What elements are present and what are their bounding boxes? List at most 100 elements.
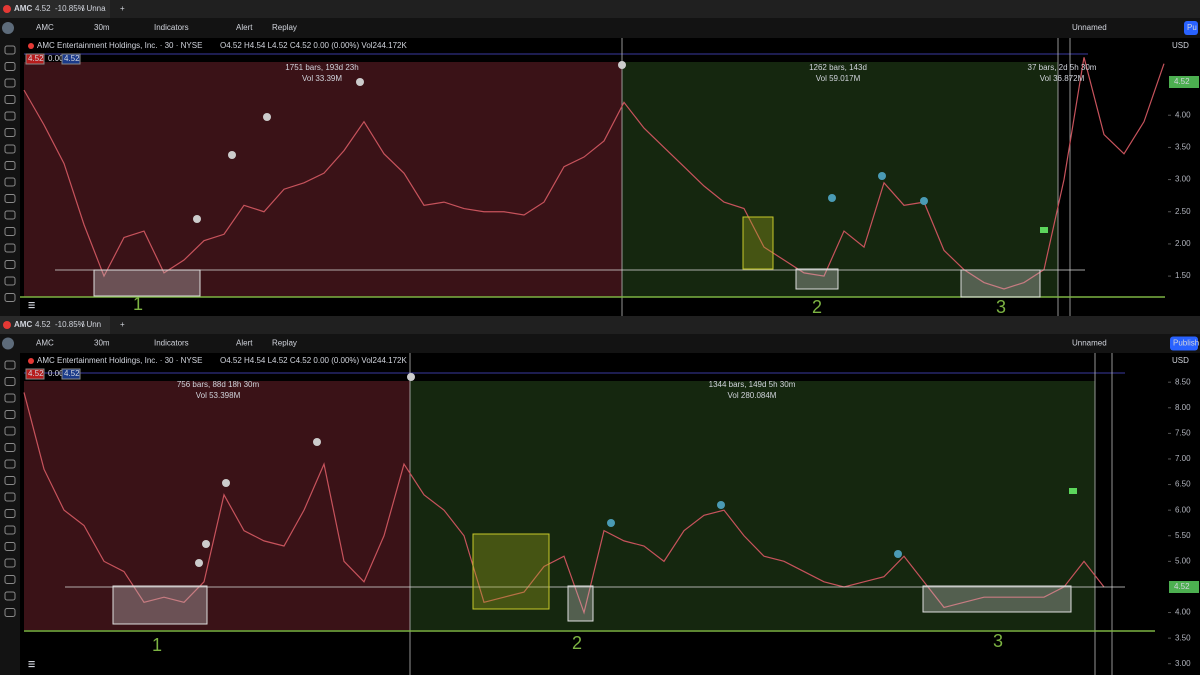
toolbar-symbol[interactable]: AMC bbox=[36, 23, 54, 32]
tool-icon[interactable] bbox=[4, 161, 16, 170]
tool-icon[interactable] bbox=[4, 410, 16, 419]
tool-icon[interactable] bbox=[4, 128, 16, 137]
tv-logo: ☰ bbox=[28, 660, 35, 669]
tool-icon[interactable] bbox=[4, 276, 16, 286]
measure-bars: 1751 bars, 193d 23h bbox=[285, 63, 358, 72]
toolbar-publish[interactable]: Pu bbox=[1187, 23, 1197, 32]
flag bbox=[1069, 488, 1077, 494]
marker-dot bbox=[202, 540, 210, 548]
legend-bid: 4.52 bbox=[28, 369, 44, 378]
tool-icon[interactable] bbox=[4, 608, 16, 617]
y-tick-label: 5.50 bbox=[1175, 531, 1191, 540]
legend-spread: 0.00 bbox=[48, 54, 64, 63]
toolbar-indicators[interactable]: Indicators bbox=[154, 339, 189, 348]
tab-symbol: AMC bbox=[14, 320, 32, 329]
consolidation-box bbox=[922, 585, 1072, 613]
tool-icon[interactable] bbox=[4, 575, 16, 584]
tool-icon[interactable] bbox=[4, 591, 16, 601]
tool-icon[interactable] bbox=[4, 78, 16, 88]
tool-icon[interactable] bbox=[4, 243, 16, 253]
y-tick-label: 1.50 bbox=[1175, 271, 1191, 280]
tab-icon bbox=[3, 321, 11, 329]
tool-icon[interactable] bbox=[4, 558, 16, 568]
marker-dot bbox=[356, 78, 364, 86]
toolbar-replay[interactable]: Replay bbox=[272, 339, 297, 348]
legend-box bbox=[61, 53, 81, 65]
tool-icon[interactable] bbox=[4, 542, 16, 551]
avatar[interactable] bbox=[2, 337, 14, 350]
left-toolbar bbox=[0, 353, 20, 675]
tab-icon bbox=[3, 5, 11, 13]
y-tick-label: 3.50 bbox=[1175, 633, 1191, 642]
new-tab[interactable]: + bbox=[120, 4, 125, 13]
tool-icon[interactable] bbox=[4, 144, 16, 154]
toolbar-symbol[interactable]: AMC bbox=[36, 339, 54, 348]
y-tick-label: 6.00 bbox=[1175, 505, 1191, 514]
publish-button[interactable] bbox=[1184, 21, 1198, 35]
toolbar-alert[interactable]: Alert bbox=[236, 339, 253, 348]
toolbar-alert[interactable]: Alert bbox=[236, 23, 253, 32]
tool-icon[interactable] bbox=[4, 492, 16, 502]
left-toolbar bbox=[0, 38, 20, 316]
legend-ohlc: O4.52 H4.54 L4.52 C4.52 0.00 (0.00%) Vol… bbox=[220, 356, 407, 365]
measure-vol: Vol 59.017M bbox=[816, 74, 861, 83]
legend-ohlc: O4.52 H4.54 L4.52 C4.52 0.00 (0.00%) Vol… bbox=[220, 41, 407, 50]
axis-currency[interactable]: USD bbox=[1172, 41, 1189, 50]
toolbar-replay[interactable]: Replay bbox=[272, 23, 297, 32]
toolbar-publish[interactable]: Publish bbox=[1173, 339, 1199, 348]
legend-name: AMC Entertainment Holdings, Inc. · 30 · … bbox=[37, 41, 202, 50]
tool-icon[interactable] bbox=[4, 393, 16, 403]
consolidation-box bbox=[795, 268, 839, 290]
legend-icon bbox=[28, 358, 34, 364]
price-line bbox=[23, 57, 1165, 290]
toolbar-layout_name[interactable]: Unnamed bbox=[1072, 23, 1107, 32]
tool-icon[interactable] bbox=[4, 377, 16, 386]
legend-spread: 0.00 bbox=[48, 369, 64, 378]
tv-logo: ☰ bbox=[28, 301, 35, 310]
axis-currency[interactable]: USD bbox=[1172, 356, 1189, 365]
zone-label: 2 bbox=[812, 297, 822, 317]
tool-icon[interactable] bbox=[4, 426, 16, 436]
marker-dot bbox=[195, 559, 203, 567]
toolbar-interval[interactable]: 30m bbox=[94, 339, 110, 348]
legend-box bbox=[61, 368, 81, 380]
publish-button[interactable] bbox=[1170, 336, 1198, 351]
tab-change: -10.85% bbox=[55, 320, 85, 329]
tab[interactable] bbox=[0, 316, 110, 334]
tool-icon[interactable] bbox=[4, 45, 16, 55]
tool-icon[interactable] bbox=[4, 293, 16, 302]
toolbar bbox=[0, 334, 1200, 353]
tool-icon[interactable] bbox=[4, 360, 16, 370]
tab-bar bbox=[0, 316, 1200, 334]
legend-box bbox=[25, 368, 45, 380]
y-tick-label: 2.50 bbox=[1175, 207, 1191, 216]
tab-layout: / Unn bbox=[82, 320, 101, 329]
tool-icon[interactable] bbox=[4, 111, 16, 121]
new-tab[interactable]: + bbox=[120, 320, 125, 329]
legend-name: AMC Entertainment Holdings, Inc. · 30 · … bbox=[37, 356, 202, 365]
measure-vol: Vol 33.39M bbox=[302, 74, 342, 83]
tab[interactable] bbox=[0, 0, 110, 18]
tool-icon[interactable] bbox=[4, 260, 16, 269]
tool-icon[interactable] bbox=[4, 62, 16, 71]
tool-icon[interactable] bbox=[4, 476, 16, 485]
tool-icon[interactable] bbox=[4, 227, 16, 236]
toolbar-interval[interactable]: 30m bbox=[94, 23, 110, 32]
tool-icon[interactable] bbox=[4, 194, 16, 203]
measure-vol: Vol 36.872M bbox=[1040, 74, 1085, 83]
tool-icon[interactable] bbox=[4, 509, 16, 518]
tool-icon[interactable] bbox=[4, 95, 16, 104]
tool-icon[interactable] bbox=[4, 443, 16, 452]
avatar[interactable] bbox=[2, 22, 14, 34]
consolidation-box bbox=[112, 585, 208, 625]
tool-icon[interactable] bbox=[4, 459, 16, 469]
marker-dot bbox=[717, 501, 725, 509]
tool-icon[interactable] bbox=[4, 177, 16, 187]
toolbar-indicators[interactable]: Indicators bbox=[154, 23, 189, 32]
toolbar-layout_name[interactable]: Unnamed bbox=[1072, 339, 1107, 348]
marker-dot bbox=[222, 479, 230, 487]
tool-icon[interactable] bbox=[4, 210, 16, 220]
tool-icon[interactable] bbox=[4, 525, 16, 535]
consolidation-box bbox=[567, 585, 594, 622]
